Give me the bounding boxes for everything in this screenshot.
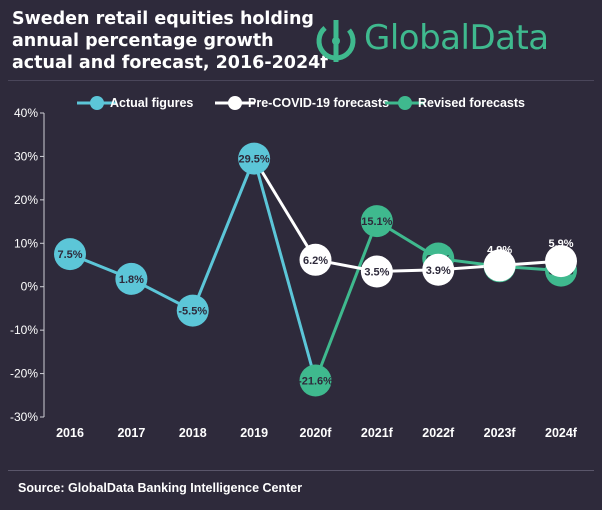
x-tick-label: 2021f [361, 426, 394, 440]
data-point [360, 255, 393, 288]
y-tick-label: -10% [10, 323, 38, 337]
data-label: 5.9% [548, 238, 573, 250]
legend-entry: Actual figures [110, 96, 193, 110]
data-label: 6.2% [303, 255, 328, 267]
y-tick-label: -20% [10, 367, 38, 381]
x-tick-label: 2024f [545, 426, 578, 440]
title-line-1: Sweden retail equities holding [12, 9, 314, 29]
data-label: 4.9% [487, 244, 512, 256]
title-line-2: annual percentage growth [12, 31, 274, 51]
x-tick-label: 2018 [179, 426, 207, 440]
data-label: 29.5% [239, 154, 270, 166]
x-tick-label: 2022f [422, 426, 455, 440]
data-label: 7.5% [57, 249, 82, 261]
y-tick-label: -30% [10, 410, 38, 424]
chart-title: Sweden retail equities holding annual pe… [12, 8, 328, 74]
data-point [238, 142, 271, 175]
data-point [299, 243, 332, 276]
header-divider [8, 80, 594, 81]
data-label: 15.1% [361, 216, 392, 228]
globaldata-logo: GlobalData [312, 14, 592, 66]
x-tick-label: 2019 [240, 426, 268, 440]
x-tick-label: 2016 [56, 426, 84, 440]
legend-marker [398, 96, 412, 110]
data-point [483, 249, 516, 282]
source-note: Source: GlobalData Banking Intelligence … [18, 481, 303, 495]
data-label: 3.9% [426, 265, 451, 277]
x-tick-label: 2020f [300, 426, 333, 440]
legend-entry: Pre-COVID-19 forecasts [248, 96, 389, 110]
footer: Source: GlobalData Banking Intelligence … [8, 470, 594, 503]
globaldata-logo-icon [316, 20, 356, 62]
x-tick-label: 2017 [117, 426, 145, 440]
legend-marker [228, 96, 242, 110]
y-tick-label: 0% [21, 280, 39, 294]
y-tick-label: 10% [14, 236, 38, 250]
data-point [115, 262, 148, 295]
y-tick-label: 30% [14, 149, 38, 163]
data-label: 1.8% [119, 274, 144, 286]
data-point [54, 238, 86, 271]
y-tick-label: 20% [14, 193, 38, 207]
data-point [176, 294, 209, 327]
series-line [69, 157, 317, 381]
x-tick-label: 2023f [484, 426, 517, 440]
legend-entry: Revised forecasts [418, 96, 525, 110]
series-line [252, 157, 562, 274]
data-label: 3.5% [364, 267, 389, 279]
data-point [545, 245, 577, 278]
data-label: -5.5% [178, 306, 207, 318]
data-point [360, 205, 393, 238]
line-chart: 40% 30% 20% 10% 0% -10% -20% -30% 2016 2017 2018 20… [10, 96, 578, 440]
data-point [422, 253, 455, 286]
legend-marker [90, 96, 104, 110]
data-point [299, 364, 332, 397]
y-tick-label: 40% [14, 106, 38, 120]
data-label: -21.6% [298, 376, 333, 388]
globaldata-logo-text: GlobalData [364, 18, 549, 58]
title-line-3: actual and forecast, 2016-2024f [12, 53, 328, 73]
